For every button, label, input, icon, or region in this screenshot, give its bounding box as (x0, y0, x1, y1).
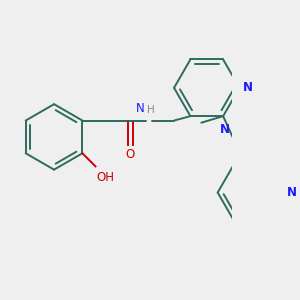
Text: N: N (243, 81, 253, 94)
Text: N: N (136, 102, 145, 115)
Text: O: O (126, 148, 135, 161)
Text: H: H (147, 105, 154, 115)
Text: OH: OH (97, 171, 115, 184)
Text: N: N (286, 186, 296, 199)
Text: N: N (220, 123, 230, 136)
